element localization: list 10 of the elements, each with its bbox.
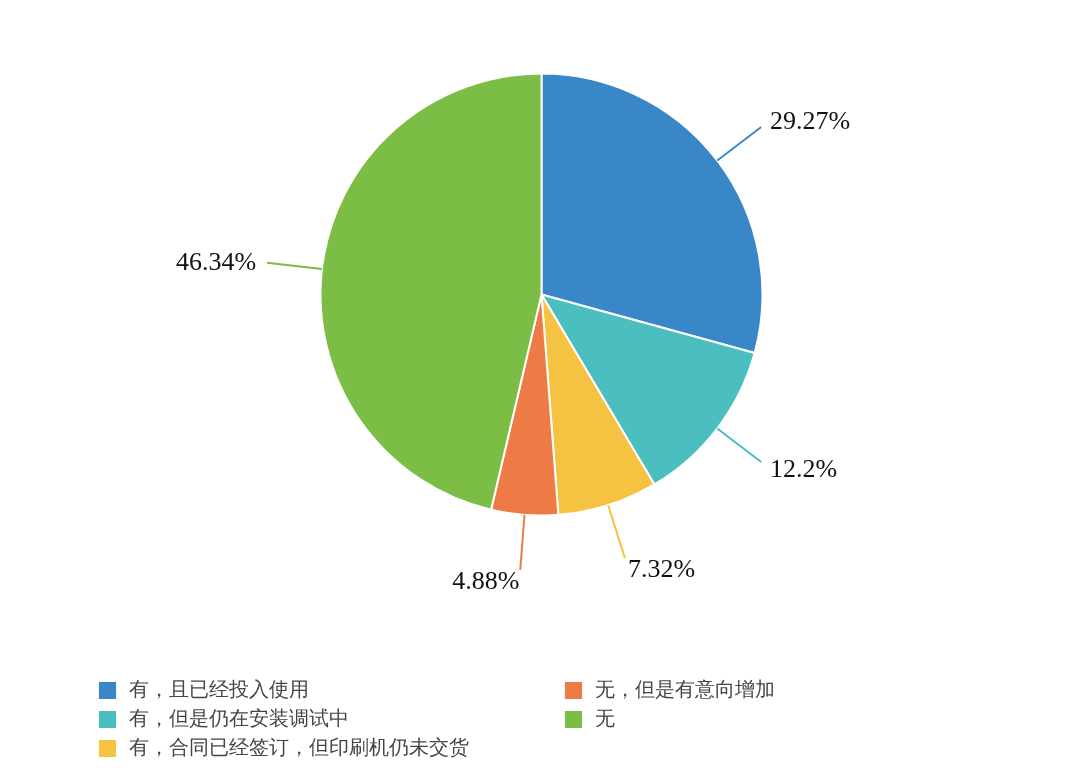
legend-label: 无，但是有意向增加: [595, 676, 776, 703]
legend-label: 有，合同已经签订，但印刷机仍未交货: [129, 734, 470, 761]
data-label: 7.32%: [628, 553, 696, 583]
legend-label: 有，且已经投入使用: [129, 676, 310, 703]
legend-label: 无: [595, 705, 616, 732]
data-label: 4.88%: [452, 566, 520, 596]
data-label: 29.27%: [769, 105, 851, 135]
data-label: 46.34%: [175, 247, 257, 276]
data-label: 12.2%: [769, 454, 838, 484]
legend-label: 有，但是仍在安装调试中: [129, 705, 350, 732]
